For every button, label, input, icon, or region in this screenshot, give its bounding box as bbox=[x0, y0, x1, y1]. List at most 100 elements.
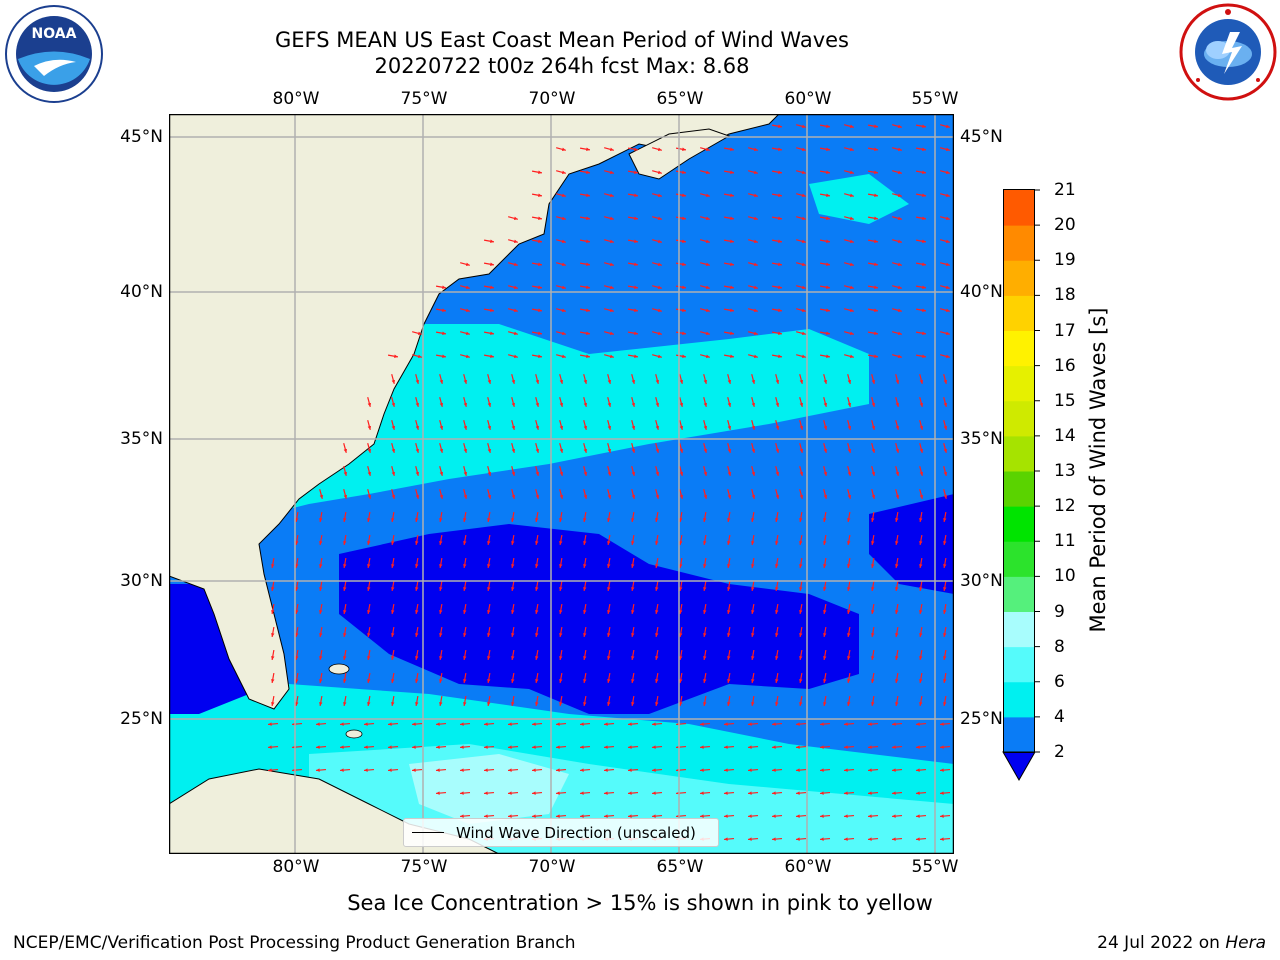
wind-arrow-head bbox=[535, 633, 539, 637]
colorbar-tick-label: 19 bbox=[1054, 250, 1076, 271]
wind-arrow-head bbox=[772, 814, 776, 818]
wind-arrow-head bbox=[940, 768, 944, 772]
wind-arrow-head bbox=[775, 633, 779, 637]
wind-arrow-head bbox=[631, 518, 635, 522]
wind-arrow-head bbox=[609, 285, 614, 290]
wind-arrow-head bbox=[657, 216, 662, 221]
wind-arrow-head bbox=[727, 564, 731, 568]
wind-arrow-head bbox=[388, 745, 392, 749]
colorbar-tick-label: 2 bbox=[1054, 742, 1065, 762]
wind-arrow-head bbox=[753, 216, 758, 221]
wind-arrow-head bbox=[465, 331, 470, 336]
wind-arrow-head bbox=[652, 745, 656, 749]
wind-arrow-head bbox=[295, 679, 299, 683]
wind-arrow-head bbox=[295, 656, 299, 660]
wind-arrow-head bbox=[634, 262, 638, 266]
wind-arrow-head bbox=[945, 262, 950, 267]
wind-arrow-head bbox=[730, 285, 734, 289]
wind-arrow-head bbox=[490, 262, 494, 266]
wind-arrow-head bbox=[799, 564, 803, 568]
wind-arrow-head bbox=[844, 722, 848, 726]
wind-arrow-head bbox=[778, 308, 782, 312]
wind-arrow-head bbox=[511, 679, 515, 683]
wind-arrow-head bbox=[561, 331, 566, 336]
wind-arrow-head bbox=[511, 425, 516, 430]
wind-arrow-head bbox=[439, 448, 444, 453]
wind-arrow-head bbox=[895, 494, 900, 499]
legend-line-swatch bbox=[412, 832, 444, 833]
wind-arrow-head bbox=[772, 837, 776, 841]
wind-arrow-head bbox=[897, 124, 902, 129]
wind-arrow-head bbox=[490, 331, 494, 335]
wind-arrow-head bbox=[682, 308, 686, 312]
wind-arrow-head bbox=[340, 745, 344, 749]
wind-arrow-head bbox=[609, 262, 614, 267]
wind-arrow-head bbox=[820, 791, 824, 795]
wind-arrow-head bbox=[724, 745, 728, 749]
wind-arrow-head bbox=[847, 518, 851, 522]
wind-arrow-head bbox=[367, 656, 371, 660]
wind-arrow-head bbox=[751, 402, 756, 407]
wind-arrow-head bbox=[730, 170, 734, 174]
wind-arrow-head bbox=[748, 745, 752, 749]
wind-arrow-head bbox=[820, 745, 824, 749]
wind-arrow-head bbox=[727, 518, 731, 522]
wind-arrow-head bbox=[439, 564, 443, 568]
wind-arrow-head bbox=[508, 768, 512, 772]
lon-label-bottom: 80°W bbox=[272, 857, 320, 877]
lat-label-left: 30°N bbox=[120, 571, 163, 591]
wind-arrow-head bbox=[940, 722, 944, 726]
wind-arrow-head bbox=[799, 656, 803, 660]
wind-arrow-head bbox=[775, 518, 779, 522]
wind-arrow-head bbox=[868, 722, 872, 726]
wind-arrow-head bbox=[436, 791, 440, 795]
wind-arrow-head bbox=[367, 494, 372, 499]
wind-arrow-head bbox=[823, 402, 828, 407]
wind-arrow-head bbox=[415, 425, 420, 430]
wind-arrow-head bbox=[511, 702, 515, 706]
colorbar-segment bbox=[1004, 471, 1034, 507]
wind-arrow-head bbox=[634, 170, 638, 174]
wind-arrow-head bbox=[826, 285, 830, 289]
wind-arrow-head bbox=[343, 541, 347, 545]
wind-arrow-head bbox=[583, 448, 588, 453]
wind-arrow-head bbox=[801, 354, 806, 359]
wind-arrow-head bbox=[465, 285, 470, 290]
wind-arrow-head bbox=[631, 679, 635, 683]
wind-arrow-head bbox=[775, 702, 779, 706]
wind-arrow-head bbox=[874, 216, 878, 220]
wind-arrow-head bbox=[631, 656, 635, 660]
wind-arrow-head bbox=[705, 216, 710, 221]
wind-arrow-head bbox=[583, 425, 588, 430]
wind-arrow-head bbox=[340, 722, 344, 726]
wind-arrow-head bbox=[295, 518, 299, 522]
wind-arrow-head bbox=[439, 702, 443, 706]
wind-arrow-head bbox=[295, 564, 299, 568]
wind-arrow-head bbox=[415, 518, 419, 522]
wind-arrow-head bbox=[922, 308, 926, 312]
wind-arrow-head bbox=[895, 633, 899, 637]
wind-arrow-head bbox=[847, 494, 852, 499]
wind-arrow-head bbox=[463, 564, 467, 568]
wind-arrow-head bbox=[487, 541, 491, 545]
wind-arrow-head bbox=[753, 262, 758, 267]
wind-arrow-head bbox=[511, 379, 516, 384]
wind-arrow-head bbox=[652, 814, 656, 818]
wind-arrow-head bbox=[442, 354, 446, 358]
wind-arrow-head bbox=[415, 402, 420, 407]
wind-arrow-head bbox=[634, 285, 638, 289]
wind-arrow-head bbox=[559, 656, 563, 660]
wind-arrow-head bbox=[364, 768, 368, 772]
wind-arrow-head bbox=[751, 494, 756, 499]
wind-arrow-head bbox=[705, 285, 710, 290]
wind-arrow-head bbox=[703, 494, 708, 499]
wind-arrow-head bbox=[487, 656, 491, 660]
wind-arrow-head bbox=[849, 262, 854, 267]
wind-arrow-head bbox=[799, 494, 804, 499]
wind-arrow-head bbox=[604, 745, 608, 749]
wind-arrow-head bbox=[535, 656, 539, 660]
wind-arrow-head bbox=[943, 587, 947, 591]
wind-arrow-head bbox=[751, 564, 755, 568]
colorbar bbox=[1002, 189, 1040, 782]
wind-arrow-head bbox=[751, 587, 755, 591]
